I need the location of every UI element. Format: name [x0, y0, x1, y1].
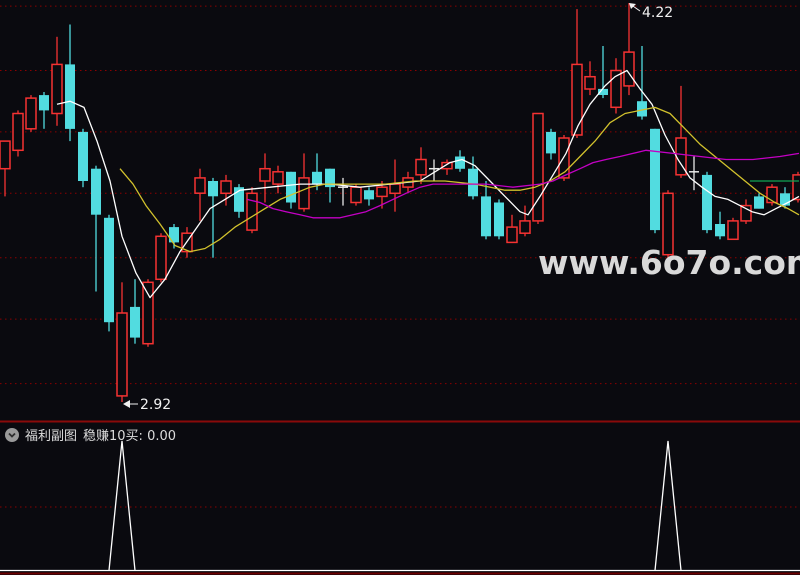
chevron-down-circle-icon[interactable]: [5, 427, 19, 442]
candlestick: [415, 147, 427, 185]
buy-signal-spike: [654, 440, 682, 571]
candlestick: [0, 140, 11, 197]
candlestick: [662, 190, 674, 258]
svg-text:2.92: 2.92: [140, 397, 171, 413]
candlestick: [702, 171, 712, 234]
watermark: www.6o7o.com: [538, 243, 800, 282]
candlestick: [104, 214, 114, 332]
candlestick: [65, 24, 75, 142]
candlestick: [325, 168, 335, 203]
candlestick: [506, 214, 518, 244]
candlestick: [494, 199, 504, 240]
indicator-label-row: 福利副图 稳赚10买: 0.00: [5, 425, 176, 444]
ma-magenta-line: [246, 149, 800, 219]
svg-text:4.22: 4.22: [642, 5, 673, 21]
candlestick: [298, 153, 310, 212]
candlestick: [740, 199, 752, 224]
candlestick: [519, 205, 531, 237]
candlestick: [754, 193, 764, 209]
price-annotation: 4.22: [629, 3, 673, 21]
candlestick: [259, 153, 271, 203]
candlestick: [429, 159, 439, 181]
candlestick: [116, 282, 128, 402]
candlestick: [208, 177, 218, 258]
candlestick: [584, 61, 596, 96]
candlestick: [650, 128, 660, 234]
candlestick: [441, 159, 453, 175]
candlestick: [220, 174, 232, 206]
candlestick: [532, 112, 544, 224]
candlestick: [234, 184, 244, 218]
candlestick: [623, 3, 635, 96]
candlestick: [51, 36, 63, 126]
price-annotation: 2.92: [123, 397, 171, 413]
candlestick: [546, 128, 556, 160]
candlestick: [286, 171, 296, 209]
candlestick: [571, 9, 583, 138]
candlestick: [766, 184, 778, 206]
candlestick: [455, 150, 465, 172]
indicator-signal-text: 稳赚10买: 0.00: [83, 429, 177, 444]
candlestick: [727, 217, 739, 241]
candlestick: [91, 165, 101, 292]
indicator-name: 福利副图: [25, 429, 78, 444]
candlestick: [610, 58, 622, 114]
candlestick: [598, 46, 608, 99]
candlestick: [272, 165, 284, 194]
candlestick: [78, 128, 88, 188]
candlestick: [689, 156, 699, 191]
candlestick: [637, 46, 647, 120]
candlestick: [142, 279, 154, 347]
candlestick: [468, 156, 478, 200]
candlestick: [338, 177, 348, 206]
candlestick: [246, 187, 258, 234]
candlestick: [130, 279, 140, 344]
candlestick: [155, 233, 167, 283]
candlestick: [715, 211, 725, 240]
candlestick: [194, 168, 206, 221]
candlestick: [389, 159, 401, 212]
candlestick: [780, 187, 790, 209]
buy-signal-spike: [108, 440, 136, 571]
ma-yellow-line: [119, 106, 800, 253]
candlestick: [364, 187, 374, 206]
candlestick: [481, 181, 491, 240]
candlestick: [25, 95, 37, 132]
candlestick: [39, 92, 49, 129]
candlestick: [12, 110, 24, 157]
